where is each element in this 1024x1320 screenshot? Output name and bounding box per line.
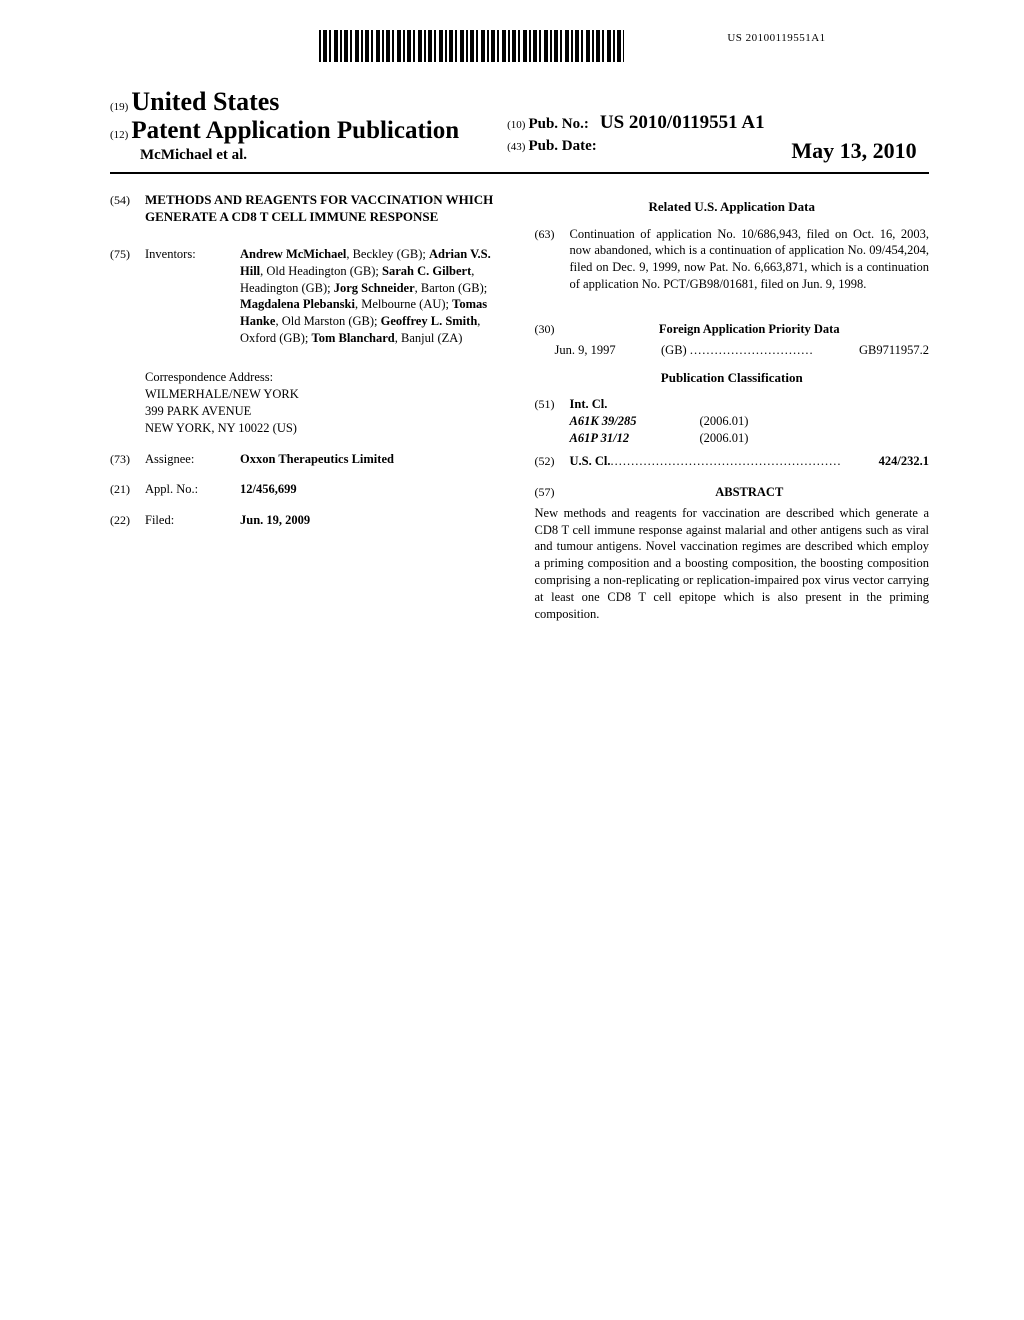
pub-no-label: Pub. No.:	[528, 116, 588, 132]
barcode-text: US 20100119551A1	[624, 32, 929, 44]
code-43: (43)	[507, 141, 525, 153]
correspondence-line1: WILMERHALE/NEW YORK	[145, 386, 505, 403]
abstract-text: New methods and reagents for vaccination…	[535, 505, 930, 623]
intcl-label: Int. Cl.	[570, 396, 930, 413]
intcl-cls-0: A61K 39/285	[570, 413, 700, 430]
code-10: (10)	[507, 119, 525, 131]
intcl-entry-1: A61P 31/12 (2006.01)	[570, 430, 930, 447]
pub-date-label: Pub. Date:	[528, 138, 596, 154]
pub-no: US 2010/0119551 A1	[600, 112, 765, 133]
classification-heading: Publication Classification	[535, 369, 930, 387]
invention-title: METHODS AND REAGENTS FOR VACCINATION WHI…	[145, 192, 505, 226]
uscl-label: U.S. Cl.	[570, 453, 611, 470]
assignee-label: Assignee:	[145, 451, 240, 468]
code-73: (73)	[110, 451, 145, 468]
correspondence-label: Correspondence Address:	[145, 369, 505, 386]
foreign-country: (GB)	[661, 343, 687, 357]
code-52: (52)	[535, 453, 570, 470]
intcl-ver-0: (2006.01)	[700, 413, 749, 430]
code-63: (63)	[535, 226, 570, 308]
code-12: (12)	[110, 129, 128, 141]
assignee-row: (73) Assignee: Oxxon Therapeutics Limite…	[110, 451, 505, 468]
correspondence-line2: 399 PARK AVENUE	[145, 403, 505, 420]
publication-type: Patent Application Publication	[131, 117, 459, 144]
correspondence-line3: NEW YORK, NY 10022 (US)	[145, 420, 505, 437]
country-name: United States	[131, 87, 279, 116]
applno-row: (21) Appl. No.: 12/456,699	[110, 481, 505, 498]
filed-value: Jun. 19, 2009	[240, 512, 505, 529]
applno-label: Appl. No.:	[145, 481, 240, 498]
inventors-list: Andrew McMichael, Beckley (GB); Adrian V…	[240, 246, 505, 347]
code-75: (75)	[110, 246, 145, 347]
left-column: (54) METHODS AND REAGENTS FOR VACCINATIO…	[110, 192, 505, 623]
uscl-value: 424/232.1	[879, 453, 929, 470]
assignee-value: Oxxon Therapeutics Limited	[240, 451, 505, 468]
foreign-heading: Foreign Application Priority Data	[570, 321, 930, 338]
pub-date: May 13, 2010	[791, 138, 916, 164]
code-22: (22)	[110, 512, 145, 529]
inventors-row: (75) Inventors: Andrew McMichael, Beckle…	[110, 246, 505, 347]
uscl-row: (52) U.S. Cl. ..........................…	[535, 453, 930, 470]
correspondence-address: Correspondence Address: WILMERHALE/NEW Y…	[145, 369, 505, 437]
applno-value: 12/456,699	[240, 481, 505, 498]
authors-header: McMichael et al.	[140, 147, 503, 164]
abstract-heading: ABSTRACT	[570, 484, 930, 501]
foreign-date: Jun. 9, 1997	[555, 342, 616, 359]
barcode-region: US 20100119551A1	[110, 30, 929, 67]
code-21: (21)	[110, 481, 145, 498]
intcl-row: (51) Int. Cl. A61K 39/285 (2006.01) A61P…	[535, 396, 930, 447]
foreign-priority-row: Jun. 9, 1997 (GB) ......................…	[555, 342, 930, 359]
foreign-dots: ..............................	[690, 343, 814, 357]
uscl-dots: ........................................…	[610, 453, 878, 470]
filed-label: Filed:	[145, 512, 240, 529]
header-divider	[110, 172, 929, 174]
foreign-num: GB9711957.2	[859, 342, 929, 359]
code-30: (30)	[535, 321, 570, 338]
intcl-entry-0: A61K 39/285 (2006.01)	[570, 413, 930, 430]
title-row: (54) METHODS AND REAGENTS FOR VACCINATIO…	[110, 192, 505, 226]
code-57: (57)	[535, 484, 570, 501]
body-columns: (54) METHODS AND REAGENTS FOR VACCINATIO…	[110, 192, 929, 623]
document-header: (19) United States (12) Patent Applicati…	[110, 87, 929, 164]
right-column: Related U.S. Application Data (63) Conti…	[535, 192, 930, 623]
code-51: (51)	[535, 396, 570, 447]
intcl-cls-1: A61P 31/12	[570, 430, 700, 447]
code-54: (54)	[110, 192, 145, 226]
foreign-code-row: (30) Foreign Application Priority Data	[535, 321, 930, 338]
intcl-ver-1: (2006.01)	[700, 430, 749, 447]
related-row: (63) Continuation of application No. 10/…	[535, 226, 930, 308]
barcode-graphic	[319, 30, 624, 62]
related-text: Continuation of application No. 10/686,9…	[570, 226, 930, 294]
abstract-heading-row: (57) ABSTRACT	[535, 484, 930, 501]
related-heading: Related U.S. Application Data	[535, 198, 930, 216]
code-19: (19)	[110, 101, 128, 113]
inventors-label: Inventors:	[145, 246, 240, 347]
filed-row: (22) Filed: Jun. 19, 2009	[110, 512, 505, 529]
